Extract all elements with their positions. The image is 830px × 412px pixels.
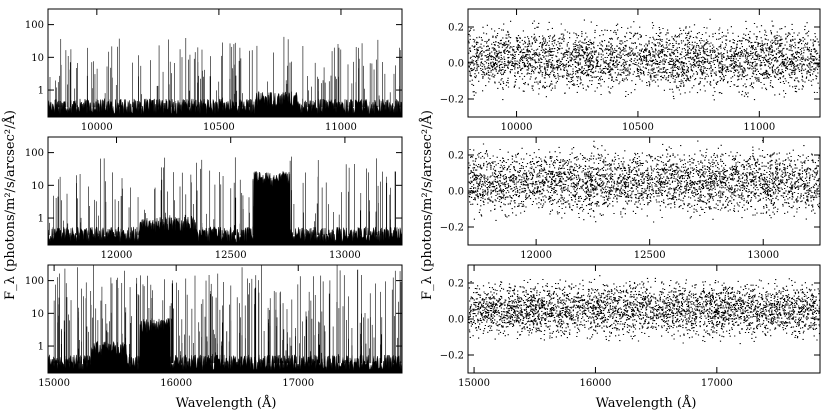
y-axis-title-left-text: F_λ (photons/m²/s/arcsec²/Å)	[2, 110, 18, 300]
x-tick-label: 13000	[747, 250, 779, 261]
x-tick-label: 16000	[580, 378, 612, 389]
x-axis-title-left: Wavelength (Å)	[176, 395, 277, 411]
residual-points	[468, 275, 820, 345]
y-axis-title-right: F_λ (photons/m²/s/arcsec²/Å)	[419, 110, 435, 300]
x-tick-label: 10000	[501, 122, 533, 133]
x-tick-label: 12000	[101, 250, 133, 261]
plot-frame	[47, 136, 403, 246]
x-axis-title-right: Wavelength (Å)	[596, 395, 697, 411]
noise-floor	[48, 91, 402, 117]
plot-area-left-bottom	[48, 265, 402, 373]
x-tick-label: 15000	[458, 378, 490, 389]
noise-floor	[48, 170, 402, 245]
y-tick-label: 10	[31, 53, 44, 64]
plot-area-right-middle	[468, 140, 820, 223]
y-tick-label: 0.0	[448, 187, 464, 198]
y-tick-label: 10	[31, 309, 44, 320]
y-tick-label: 100	[25, 276, 44, 287]
y-tick-label: −0.2	[440, 95, 464, 106]
panel-left-middle: 12000 12500 13000 1 10 100	[25, 136, 403, 261]
x-tick-label: 16000	[160, 378, 192, 389]
y-tick-label: 10	[31, 181, 44, 192]
plot-frame	[467, 8, 821, 118]
x-tick-label: 12000	[520, 250, 552, 261]
y-tick-label: 0.0	[448, 315, 464, 326]
residual-points	[468, 140, 820, 223]
y-axis-title-left: F_λ (photons/m²/s/arcsec²/Å)	[2, 110, 18, 300]
panel-left-bottom: 15000 16000 17000 1 10 100	[25, 264, 403, 389]
plot-area-right-bottom	[468, 275, 820, 345]
plot-frame	[47, 8, 403, 118]
y-tick-label: 0.2	[448, 151, 464, 162]
plot-area-right-top	[468, 18, 820, 101]
y-axis-title-right-text: F_λ (photons/m²/s/arcsec²/Å)	[419, 110, 435, 300]
x-tick-label: 17000	[701, 378, 733, 389]
x-tick-label: 12500	[215, 250, 247, 261]
y-tick-label: 0.0	[448, 59, 464, 70]
x-tick-label: 12500	[634, 250, 666, 261]
panel-right-top: 10000 10500 11000 −0.2 0.0 0.2	[440, 8, 821, 133]
plot-area-left-top	[48, 36, 402, 117]
x-tick-label: 10500	[622, 122, 654, 133]
residual-points	[468, 18, 820, 101]
panel-right-middle: 12000 12500 13000 −0.2 0.0 0.2	[440, 136, 821, 261]
y-tick-label: −0.2	[440, 223, 464, 234]
x-tick-label: 11000	[325, 122, 357, 133]
x-tick-label: 10500	[203, 122, 235, 133]
y-tick-label: 1	[38, 342, 44, 353]
x-tick-label: 17000	[282, 378, 314, 389]
x-tick-label: 11000	[743, 122, 775, 133]
x-tick-label: 13000	[329, 250, 361, 261]
plot-area-left-middle	[48, 156, 402, 245]
y-tick-label: 0.2	[448, 279, 464, 290]
y-tick-label: 100	[25, 148, 44, 159]
y-tick-label: 100	[25, 20, 44, 31]
panel-left-top: 10000 10500 11000 1 10 100	[25, 8, 403, 133]
x-tick-label: 10000	[81, 122, 113, 133]
plot-frame	[47, 264, 403, 374]
panel-right-bottom: 15000 16000 17000 −0.2 0.0 0.2	[440, 264, 821, 389]
y-tick-label: 1	[38, 214, 44, 225]
x-tick-label: 15000	[38, 378, 70, 389]
y-tick-label: 1	[38, 86, 44, 97]
y-tick-label: −0.2	[440, 351, 464, 362]
y-tick-label: 0.2	[448, 23, 464, 34]
